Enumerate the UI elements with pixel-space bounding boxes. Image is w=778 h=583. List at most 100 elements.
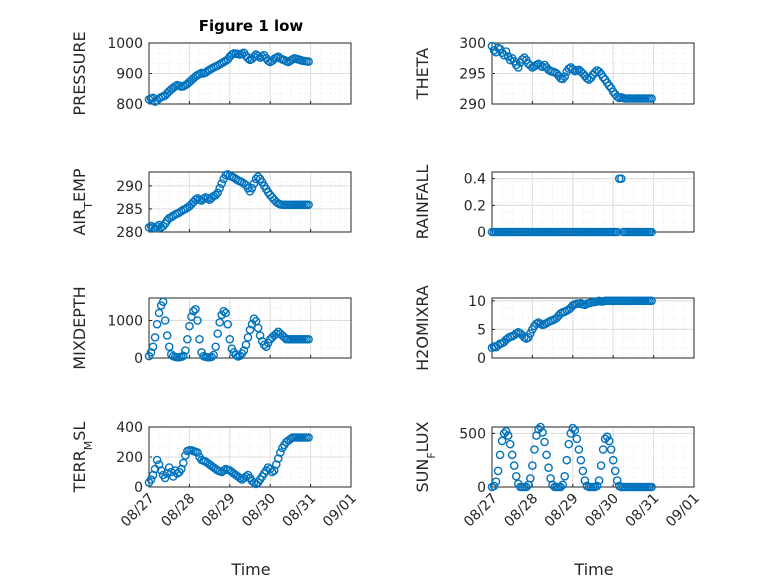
data-point — [604, 436, 614, 446]
y-tick-label: 280 — [116, 225, 143, 241]
data-point — [647, 482, 656, 492]
data-point — [562, 455, 572, 465]
data-point — [179, 458, 188, 468]
x-axis-label-left: Time — [230, 560, 270, 579]
data-point — [530, 445, 539, 454]
data-point — [501, 426, 511, 436]
data-point — [491, 477, 501, 486]
data-point — [505, 439, 515, 449]
data-point — [249, 52, 259, 62]
y-tick-label: 290 — [116, 179, 143, 195]
data-point — [152, 455, 162, 465]
data-point — [221, 308, 231, 318]
y-axis-label: H2OMIXRA — [413, 285, 432, 371]
data-point — [253, 172, 263, 181]
y-tick-label: 1000 — [107, 314, 143, 330]
y-tick-label: 0.2 — [464, 198, 486, 214]
data-point — [513, 63, 523, 72]
data-point — [540, 437, 549, 447]
data-point — [647, 227, 656, 237]
data-point — [526, 474, 535, 483]
data-point — [166, 467, 176, 477]
data-point — [191, 195, 200, 204]
data-point — [604, 81, 614, 90]
data-point — [560, 72, 570, 81]
data-point — [158, 297, 168, 307]
data-point — [518, 55, 527, 64]
data-point — [536, 422, 545, 432]
y-tick-label: 295 — [459, 67, 486, 83]
x-tick-label: 08/30 — [582, 491, 622, 531]
data-point — [241, 472, 251, 481]
data-point — [608, 455, 618, 465]
data-point — [235, 473, 245, 483]
data-point — [574, 445, 584, 454]
subplot-2: 290 295 300 THETA — [413, 36, 695, 113]
data-point — [560, 471, 570, 481]
subplot-7: 0 200 400 TERRMSL 08/27 08/28 08/29 08/30 08/31 0… — [70, 420, 360, 530]
y-tick-label: 5 — [477, 322, 486, 338]
data-point — [594, 67, 604, 76]
y-tick-label: 400 — [116, 420, 143, 436]
subplot-5: 0 1000 MIXDEPTH — [70, 286, 352, 370]
data-point — [247, 183, 257, 193]
data-point — [568, 64, 578, 74]
x-tick-label: 09/01 — [663, 491, 703, 531]
plot-border — [148, 42, 352, 105]
data-point — [594, 476, 604, 485]
data-point — [211, 342, 220, 352]
data-point — [275, 448, 285, 457]
data-point — [616, 174, 626, 183]
x-axis-label-right: Time — [573, 560, 613, 579]
data-point — [152, 319, 162, 329]
data-point — [189, 306, 198, 316]
data-point — [568, 423, 578, 433]
figure-title: Figure 1 low — [199, 17, 304, 35]
subplot-8: 0 500 SUNFLUX 08/27 08/28 08/29 08/30 08/31 09/0… — [413, 421, 703, 530]
data-point — [146, 348, 156, 357]
data-point — [495, 450, 505, 460]
x-tick-label: 08/28 — [158, 491, 198, 531]
data-point — [489, 481, 499, 491]
data-point — [213, 188, 222, 198]
data-point — [249, 179, 259, 188]
data-point — [538, 428, 547, 437]
data-point — [542, 450, 551, 460]
x-tick-label: 08/29 — [199, 491, 239, 531]
data-point — [570, 425, 580, 435]
data-point — [239, 346, 249, 355]
data-point — [558, 74, 568, 84]
data-point — [524, 333, 533, 342]
data-point — [183, 334, 192, 344]
data-point — [501, 47, 511, 56]
data-point — [267, 467, 277, 477]
x-tick-label: 08/27 — [461, 491, 501, 531]
y-tick-label: 0 — [477, 480, 486, 496]
data-point — [598, 445, 608, 454]
data-point — [304, 57, 313, 66]
y-axis-label: TERRMSL — [70, 422, 95, 494]
data-point — [647, 296, 656, 306]
data-point — [219, 466, 229, 475]
data-point — [511, 471, 521, 481]
x-tick-label: 08/27 — [118, 491, 158, 531]
data-point — [199, 194, 208, 204]
data-point — [211, 190, 220, 200]
y-tick-label: 500 — [459, 426, 486, 442]
data-point — [576, 455, 586, 465]
data-point — [612, 476, 622, 485]
data-point — [507, 450, 517, 460]
data-point — [556, 482, 565, 492]
data-point — [193, 448, 202, 457]
x-tick-label: 08/29 — [542, 491, 582, 531]
data-point — [154, 308, 164, 318]
data-point — [493, 466, 503, 476]
data-point — [578, 466, 588, 476]
data-point — [505, 55, 515, 65]
plot-border — [148, 297, 352, 359]
data-point — [144, 223, 154, 232]
data-point — [610, 466, 620, 476]
plot-border — [148, 171, 352, 233]
data-point — [187, 312, 196, 322]
